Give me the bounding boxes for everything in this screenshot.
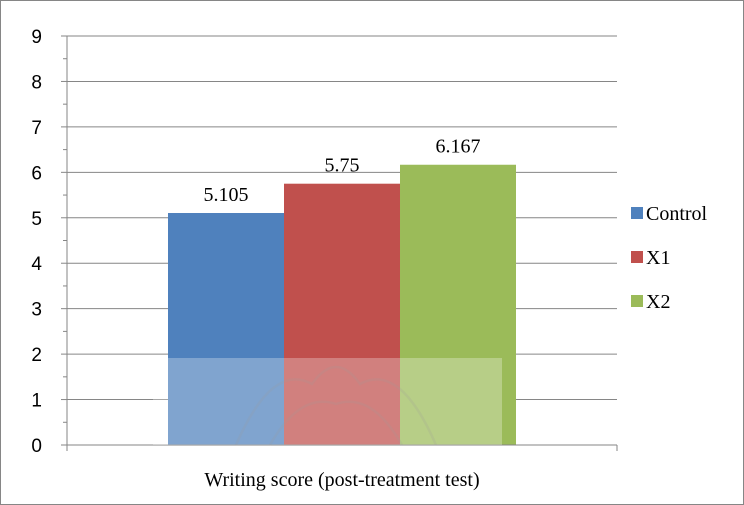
legend-swatch-x2 (631, 295, 643, 307)
y-tick-label-2: 2 (31, 345, 42, 366)
y-tick-label-3: 3 (31, 300, 42, 321)
data-labels: 5.105 5.75 6.167 (204, 136, 481, 206)
watermark (153, 358, 502, 446)
gridlines (67, 35, 617, 401)
y-tick-label-0: 0 (31, 436, 42, 457)
legend-swatch-control (631, 207, 643, 219)
watermark-band (153, 358, 502, 445)
bar-x1 (284, 183, 400, 445)
bar-x2 (400, 164, 516, 445)
y-tick-label-5: 5 (31, 209, 42, 230)
data-label-x1: 5.75 (325, 155, 360, 177)
watermark-arch (234, 365, 438, 446)
y-tick-label-1: 1 (31, 391, 42, 412)
x-category-label: Writing score (post-treatment test) (204, 469, 479, 491)
y-tick-label-9: 9 (31, 27, 42, 48)
y-tick-label-4: 4 (31, 254, 42, 275)
y-tick-label-6: 6 (31, 163, 42, 184)
bar-control (168, 213, 284, 445)
legend-label-control: Control (646, 203, 708, 225)
legend-swatch-x1 (631, 251, 643, 263)
legend-label-x2: X2 (646, 291, 670, 313)
data-label-control: 5.105 (204, 184, 249, 206)
y-tick-label-7: 7 (31, 118, 42, 139)
y-tick-label-8: 8 (31, 72, 42, 93)
watermark-inner-arch (268, 400, 404, 446)
y-axis-labels: 0 1 2 3 4 5 6 7 8 9 (31, 27, 42, 457)
data-label-x2: 6.167 (436, 136, 481, 158)
y-axis-ticks (61, 35, 618, 451)
bars (168, 164, 516, 445)
legend-label-x1: X1 (646, 247, 670, 269)
legend: Control X1 X2 (631, 203, 708, 313)
